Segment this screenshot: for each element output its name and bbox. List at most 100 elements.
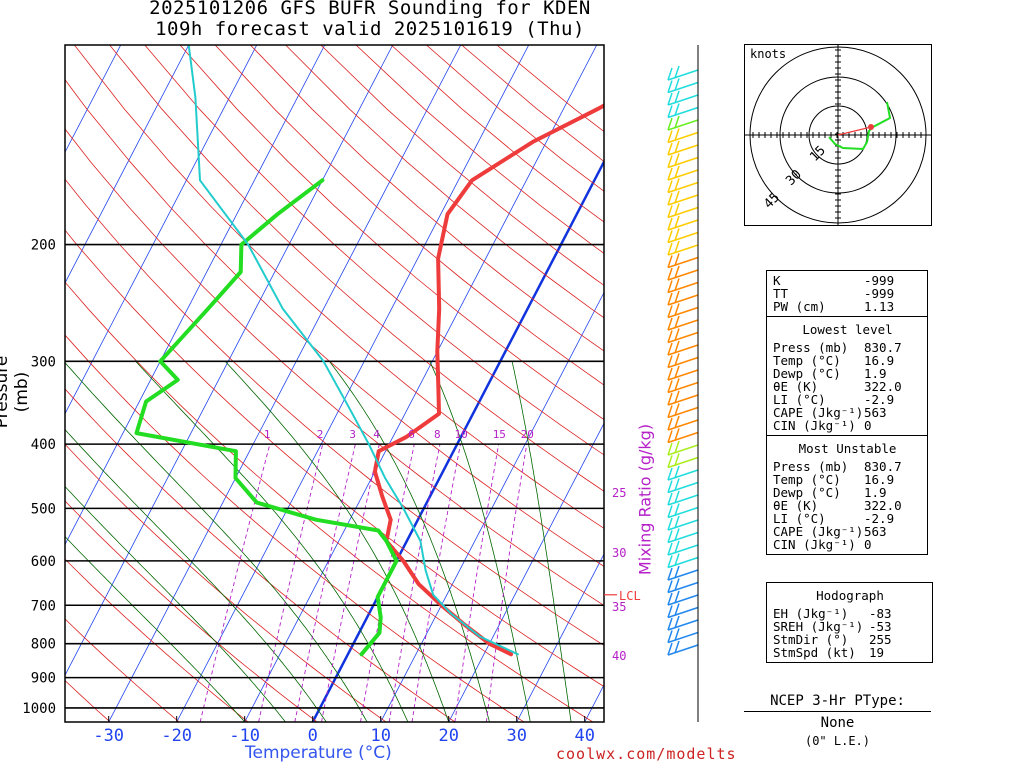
wind-barb-flag <box>674 140 680 154</box>
wind-barb-flag <box>667 642 673 656</box>
dry-adiabat-line <box>65 618 180 722</box>
mixing-ratio-label: Mixing Ratio (g/kg) <box>635 423 655 576</box>
wind-barb-flag <box>667 180 673 193</box>
mixing-ratio-tick-label: 8 <box>434 428 441 441</box>
isotherm-line <box>65 45 190 284</box>
dry-adiabat-line <box>65 500 318 722</box>
ptype-panel: NCEP 3-Hr PType: None (0" L.E.) <box>744 693 931 748</box>
dry-adiabat-line <box>179 45 604 421</box>
x-axis-label: Temperature (°C) <box>245 743 392 763</box>
wind-barb-flag <box>674 640 680 654</box>
wind-barb-flag <box>667 142 673 156</box>
indices-top: K -999 TT -999 PW (cm) 1.13 <box>767 271 927 316</box>
wind-barb-flag <box>667 367 673 381</box>
wind-barb-flag <box>674 440 680 454</box>
wind-barb-flag <box>667 330 673 343</box>
moist-adiabat-line <box>511 361 572 722</box>
wind-barb <box>667 644 699 656</box>
dry-adiabat-line <box>144 45 604 456</box>
y-tick-label: 600 <box>31 554 56 570</box>
series-parcel-line <box>187 45 519 656</box>
wind-barb-flag <box>674 365 680 379</box>
wind-barb-flag <box>667 192 673 206</box>
wind-barb-flag <box>674 203 680 216</box>
wind-barb-flag <box>667 430 673 443</box>
wind-barb-flag <box>674 78 680 91</box>
wind-barb-flag <box>674 590 680 604</box>
index-row: Temp (°C) 16.9 <box>773 472 895 487</box>
wind-barb-flag <box>674 403 680 416</box>
wind-barb-flag <box>674 90 680 104</box>
wind-barb-flag <box>674 515 680 529</box>
isotherm-line <box>584 684 604 722</box>
index-row: StmSpd (kt) 19 <box>773 645 885 660</box>
y-tick-label: 700 <box>31 598 56 614</box>
wind-barb-flag <box>674 315 680 329</box>
moist-adiabat-line <box>65 485 286 722</box>
y-tick-label: 900 <box>31 671 56 687</box>
index-row: TT -999 <box>773 286 895 301</box>
wind-barb-flag <box>674 415 680 429</box>
wind-barb-flag <box>667 505 673 518</box>
wind-barb <box>667 231 699 244</box>
wind-barb-flag <box>667 480 673 493</box>
wind-barb-flag <box>667 205 673 218</box>
wind-barb-flag <box>667 167 673 181</box>
theta-e-label: 40 <box>612 649 626 663</box>
wind-barb-flag <box>674 528 680 541</box>
wind-barb-flag <box>667 67 673 81</box>
hodograph-params-panel: Hodograph EH (Jkg⁻¹) -83 SREH (Jkg⁻¹) -53 … <box>766 582 933 663</box>
wind-barb <box>667 431 699 444</box>
wind-barb-flag <box>667 492 673 506</box>
mixing-ratio-line <box>411 444 461 722</box>
hodo-trace <box>828 101 892 151</box>
wind-barb <box>667 331 699 344</box>
dry-adiabat-line <box>65 229 604 688</box>
skewt-chart: 1 2 3 4 6 8 10 15 202530354020030040050060070080… <box>22 44 699 746</box>
index-row: Dewp (°C) 1.9 <box>773 485 887 500</box>
background-lines <box>65 45 604 722</box>
mixing-ratio-tick-label: 15 <box>493 428 506 441</box>
wind-barb <box>667 469 699 481</box>
most-unstable-title: Most Unstable <box>798 441 897 456</box>
wind-barb-flag <box>674 340 680 354</box>
wind-barb-flag <box>667 105 673 118</box>
wind-barb <box>667 394 699 406</box>
wind-barb-flag <box>674 478 680 491</box>
wind-barb <box>667 144 699 156</box>
wind-barb-flag <box>674 103 680 116</box>
wind-barb-flag <box>674 290 680 304</box>
wind-barb-flag <box>674 303 680 316</box>
index-row: Temp (°C) 16.9 <box>773 353 895 368</box>
wind-barb <box>667 381 699 394</box>
wind-barb-flag <box>667 230 673 243</box>
wind-barb <box>667 219 699 231</box>
dry-adiabat-line <box>355 45 604 254</box>
index-row: K -999 <box>773 273 895 288</box>
wind-barb <box>667 281 699 294</box>
wind-barb-flag <box>667 130 673 143</box>
isotherm-line <box>65 45 394 677</box>
x-tick-label: 20 <box>438 726 458 746</box>
wind-barb-flag <box>674 553 680 566</box>
wind-barb <box>667 81 699 94</box>
mixing-ratio-line <box>485 444 528 722</box>
wind-barb <box>667 206 699 219</box>
most-unstable-section: Most Unstable Press (mb) 830.7 Temp (°C) 1… <box>767 435 927 554</box>
wind-barb-flag <box>667 542 673 556</box>
wind-barb-flag <box>667 317 673 331</box>
wind-barb-flag <box>667 617 673 631</box>
wind-barb <box>667 631 699 644</box>
lowest-level-title: Lowest level <box>802 322 893 337</box>
hodograph-panel: 15 30 45 knots <box>744 44 932 226</box>
wind-barb-flag <box>667 567 673 581</box>
wind-barb <box>667 356 699 369</box>
wind-barb <box>667 444 699 456</box>
moist-adiabat-line <box>135 361 409 722</box>
y-tick-label: 400 <box>31 437 56 453</box>
mixing-ratio-tick-label: 4 <box>373 428 380 441</box>
moist-adiabat-line <box>224 361 450 722</box>
credit-link[interactable]: coolwx.com/modelts <box>556 745 737 763</box>
wind-barb-flag <box>667 405 673 418</box>
hodo-units: knots <box>750 47 787 61</box>
